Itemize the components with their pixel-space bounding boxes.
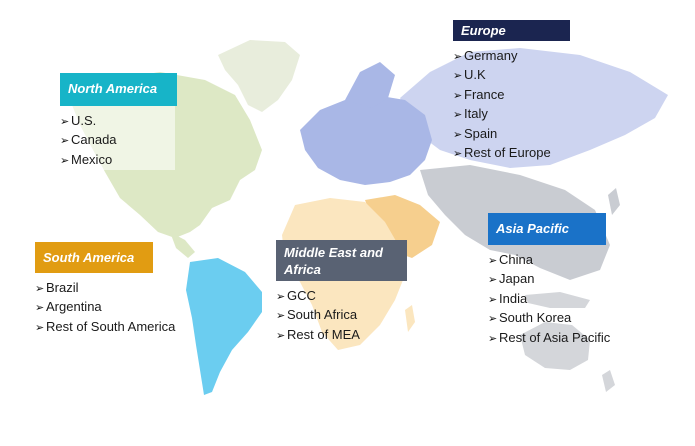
arrow-bullet-icon: ➢ (35, 321, 45, 334)
arrow-bullet-icon: ➢ (276, 310, 286, 323)
arrow-bullet-icon: ➢ (453, 128, 463, 141)
list-item: ➢ France (453, 86, 570, 105)
arrow-bullet-icon: ➢ (488, 293, 498, 306)
list-item: ➢ U.K (453, 66, 570, 85)
arrow-bullet-icon: ➢ (453, 51, 463, 63)
arrow-bullet-icon: ➢ (453, 89, 463, 102)
russia-shape (400, 48, 668, 168)
list-item: ➢ South Africa (276, 306, 407, 325)
asia-pacific-region: Asia Pacific ➢ China ➢ Japan ➢ India ➢ South… (488, 213, 610, 348)
arrow-bullet-icon: ➢ (453, 109, 463, 122)
south-america-country-list: ➢ Brazil ➢ Argentina ➢ Rest of South Americ… (35, 273, 175, 337)
south-america-shape (186, 258, 262, 395)
list-item: ➢ Rest of Asia Pacific (488, 329, 610, 348)
australia-shape (520, 322, 590, 370)
list-item: ➢ U.S. (60, 112, 175, 131)
list-item: ➢ Germany (453, 47, 570, 66)
list-item: ➢ GCC (276, 287, 407, 306)
arrow-bullet-icon: ➢ (276, 291, 286, 303)
list-item: ➢ Rest of South America (35, 318, 175, 337)
list-item: ➢ India (488, 290, 610, 309)
arrow-bullet-icon: ➢ (60, 135, 70, 148)
list-item: ➢ Italy (453, 105, 570, 124)
arrow-bullet-icon: ➢ (488, 332, 498, 345)
central-america-shape (170, 232, 195, 258)
list-item: ➢ South Korea (488, 309, 610, 328)
arrow-bullet-icon: ➢ (276, 329, 286, 342)
middle-east-africa-country-list: ➢ GCC ➢ South Africa ➢ Rest of MEA (276, 281, 407, 345)
south-america-header: South America (35, 242, 153, 273)
arrow-bullet-icon: ➢ (60, 116, 70, 128)
list-item: ➢ China (488, 251, 610, 270)
arrow-bullet-icon: ➢ (35, 283, 45, 295)
middle-east-africa-header: Middle East and Africa (276, 240, 407, 281)
scandinavia-shape (345, 62, 395, 108)
arrow-bullet-icon: ➢ (453, 148, 463, 161)
north-america-country-list: ➢ U.S. ➢ Canada ➢ Mexico (60, 106, 175, 171)
europe-country-list: ➢ Germany ➢ U.K ➢ France ➢ Italy ➢ Spain ➢ Res… (453, 41, 570, 163)
japan-shape (608, 188, 620, 215)
list-item: ➢ Spain (453, 125, 570, 144)
new-zealand-shape (602, 370, 615, 392)
arrow-bullet-icon: ➢ (60, 154, 70, 167)
list-item: ➢ Canada (60, 131, 175, 150)
south-america-region: South America ➢ Brazil ➢ Argentina ➢ Rest o… (35, 242, 175, 337)
asia-pacific-country-list: ➢ China ➢ Japan ➢ India ➢ South Korea ➢ Rest … (488, 245, 610, 348)
north-america-header: North America (60, 73, 177, 106)
middle-east-africa-region: Middle East and Africa ➢ GCC ➢ South Afric… (276, 240, 407, 345)
europe-shape (300, 95, 432, 185)
north-america-region: North America ➢ U.S. ➢ Canada ➢ Mexico (60, 73, 177, 171)
arrow-bullet-icon: ➢ (488, 313, 498, 326)
asia-pacific-header: Asia Pacific (488, 213, 606, 245)
greenland-shape (218, 40, 300, 112)
list-item: ➢ Rest of MEA (276, 326, 407, 345)
list-item: ➢ Mexico (60, 151, 175, 170)
list-item: ➢ Japan (488, 270, 610, 289)
list-item: ➢ Rest of Europe (453, 144, 570, 163)
middle-east-shape (365, 195, 440, 258)
arrow-bullet-icon: ➢ (35, 302, 45, 315)
list-item: ➢ Brazil (35, 279, 175, 298)
list-item: ➢ Argentina (35, 298, 175, 317)
madagascar-shape (405, 305, 415, 332)
europe-region: Europe ➢ Germany ➢ U.K ➢ France ➢ Italy ➢ Spa… (453, 20, 570, 163)
arrow-bullet-icon: ➢ (488, 274, 498, 287)
arrow-bullet-icon: ➢ (453, 70, 463, 83)
indonesia-shape (525, 292, 590, 308)
arrow-bullet-icon: ➢ (488, 255, 498, 267)
europe-header: Europe (453, 20, 570, 41)
